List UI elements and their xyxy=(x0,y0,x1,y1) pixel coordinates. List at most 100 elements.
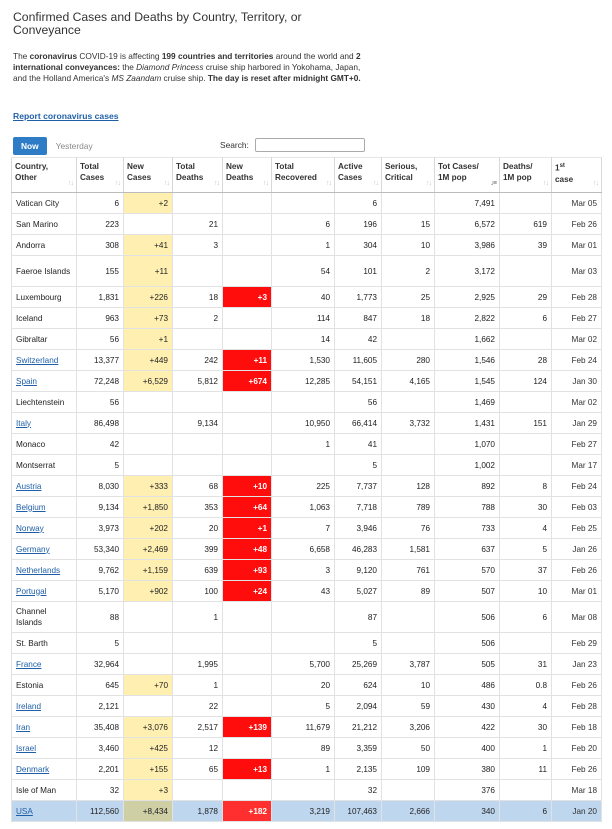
intro-bold: The day is reset after midnight GMT+0. xyxy=(207,73,361,83)
country-name: Monaco xyxy=(16,439,46,449)
new-cases-cell: +8,434 xyxy=(123,800,173,822)
country-name: St. Barth xyxy=(16,638,48,648)
total-deaths-cell xyxy=(172,632,223,654)
header-label: case xyxy=(555,174,574,184)
country-link[interactable]: Netherlands xyxy=(16,565,61,575)
intro-text: around the world and xyxy=(273,51,356,61)
cases-per-million-cell: 788 xyxy=(434,496,500,518)
country-cell: Faeroe Islands xyxy=(11,255,77,287)
first-case-cell: Jan 23 xyxy=(551,653,602,675)
header-label: Cases xyxy=(80,173,105,182)
new-cases-cell: +449 xyxy=(123,349,173,371)
total-cases-cell: 9,134 xyxy=(76,496,124,518)
header-new-cases[interactable]: New Cases ↑↓ xyxy=(123,157,173,193)
total-deaths-cell: 18 xyxy=(172,286,223,308)
header-label: Total xyxy=(275,162,294,171)
table-row: Belgium 9,134 +1,850 353 +64 1,063 7,718 789 788… xyxy=(11,496,602,518)
header-total-deaths[interactable]: Total Deaths ↑↓ xyxy=(172,157,223,193)
active-cases-cell: 5,027 xyxy=(334,580,382,602)
header-label: Country, xyxy=(15,162,49,171)
table-row: Israel 3,460 +425 12 89 3,359 50 400 1 Feb 20 xyxy=(11,737,602,759)
country-link[interactable]: Austria xyxy=(16,481,42,491)
total-cases-cell: 53,340 xyxy=(76,538,124,560)
header-total-cases[interactable]: Total Cases ↑↓ xyxy=(76,157,124,193)
total-cases-cell: 5 xyxy=(76,632,124,654)
country-link[interactable]: Spain xyxy=(16,376,37,386)
new-cases-cell: +155 xyxy=(123,758,173,780)
new-cases-cell: +3 xyxy=(123,779,173,801)
country-cell: Ireland xyxy=(11,695,77,717)
deaths-per-million-cell: 37 xyxy=(499,559,552,581)
total-cases-cell: 56 xyxy=(76,328,124,350)
total-recovered-cell xyxy=(271,192,335,214)
sort-icon: ↑↓ xyxy=(115,180,121,187)
country-link[interactable]: Portugal xyxy=(16,586,47,596)
deaths-per-million-cell xyxy=(499,433,552,455)
search-input[interactable] xyxy=(255,138,365,152)
intro-text: cruise ship. xyxy=(161,73,208,83)
active-cases-cell: 6 xyxy=(334,192,382,214)
tab-now[interactable]: Now xyxy=(13,137,47,155)
active-cases-cell: 7,718 xyxy=(334,496,382,518)
cases-per-million-cell: 430 xyxy=(434,695,500,717)
serious-critical-cell: 3,732 xyxy=(381,412,435,434)
header-tot-cases-per-million[interactable]: Tot Cases/1M pop ↓≡ xyxy=(434,157,500,193)
new-deaths-cell xyxy=(222,779,272,801)
country-cell: Israel xyxy=(11,737,77,759)
first-case-cell: Jan 30 xyxy=(551,370,602,392)
deaths-per-million-cell xyxy=(499,779,552,801)
new-deaths-cell xyxy=(222,328,272,350)
active-cases-cell: 32 xyxy=(334,779,382,801)
new-cases-cell: +1 xyxy=(123,328,173,350)
header-serious-critical[interactable]: Serious, Critical ↑↓ xyxy=(381,157,435,193)
deaths-per-million-cell: 4 xyxy=(499,517,552,539)
cases-per-million-cell: 1,431 xyxy=(434,412,500,434)
cases-per-million-cell: 506 xyxy=(434,601,500,633)
active-cases-cell: 54,151 xyxy=(334,370,382,392)
country-link[interactable]: Norway xyxy=(16,523,44,533)
active-cases-cell: 3,946 xyxy=(334,517,382,539)
country-link[interactable]: Switzerland xyxy=(16,355,59,365)
country-link[interactable]: Denmark xyxy=(16,764,50,774)
header-country[interactable]: Country, Other ↑↓ xyxy=(11,157,77,193)
country-link[interactable]: Italy xyxy=(16,418,32,428)
header-active-cases[interactable]: Active Cases ↑↓ xyxy=(334,157,382,193)
header-first-case[interactable]: 1st case ↑↓ xyxy=(551,157,602,193)
total-recovered-cell: 12,285 xyxy=(271,370,335,392)
table-header-row: Country, Other ↑↓ Total Cases ↑↓ New Cases ↑↓ … xyxy=(11,157,602,193)
country-link[interactable]: Ireland xyxy=(16,701,42,711)
new-deaths-cell: +182 xyxy=(222,800,272,822)
header-total-recovered[interactable]: Total Recovered ↑↓ xyxy=(271,157,335,193)
active-cases-cell: 56 xyxy=(334,391,382,413)
report-cases-link[interactable]: Report coronavirus cases xyxy=(13,111,119,121)
country-link[interactable]: USA xyxy=(16,806,33,816)
country-link[interactable]: Germany xyxy=(16,544,50,554)
total-recovered-cell: 14 xyxy=(271,328,335,350)
country-link[interactable]: Iran xyxy=(16,722,31,732)
table-row: Netherlands 9,762 +1,159 639 +93 3 9,120 761 570… xyxy=(11,559,602,581)
header-new-deaths[interactable]: New Deaths ↑↓ xyxy=(222,157,272,193)
country-link[interactable]: France xyxy=(16,659,42,669)
first-case-cell: Mar 01 xyxy=(551,580,602,602)
country-link[interactable]: Belgium xyxy=(16,502,46,512)
first-case-cell: Feb 03 xyxy=(551,496,602,518)
new-cases-cell: +11 xyxy=(123,255,173,287)
new-cases-cell xyxy=(123,601,173,633)
sort-icon: ↑↓ xyxy=(164,180,170,187)
header-deaths-per-million[interactable]: Deaths/1M pop ↑↓ xyxy=(499,157,552,193)
serious-critical-cell: 128 xyxy=(381,475,435,497)
country-cell: Portugal xyxy=(11,580,77,602)
tab-yesterday[interactable]: Yesterday xyxy=(55,141,93,151)
total-deaths-cell: 1,995 xyxy=(172,653,223,675)
first-case-cell: Feb 27 xyxy=(551,433,602,455)
country-link[interactable]: Israel xyxy=(16,743,37,753)
deaths-per-million-cell xyxy=(499,255,552,287)
country-cell: Spain xyxy=(11,370,77,392)
active-cases-cell: 847 xyxy=(334,307,382,329)
new-cases-cell xyxy=(123,454,173,476)
total-cases-cell: 3,973 xyxy=(76,517,124,539)
cases-per-million-cell: 637 xyxy=(434,538,500,560)
deaths-per-million-cell: 5 xyxy=(499,538,552,560)
header-label: 1M pop xyxy=(438,173,467,182)
total-cases-cell: 112,560 xyxy=(76,800,124,822)
